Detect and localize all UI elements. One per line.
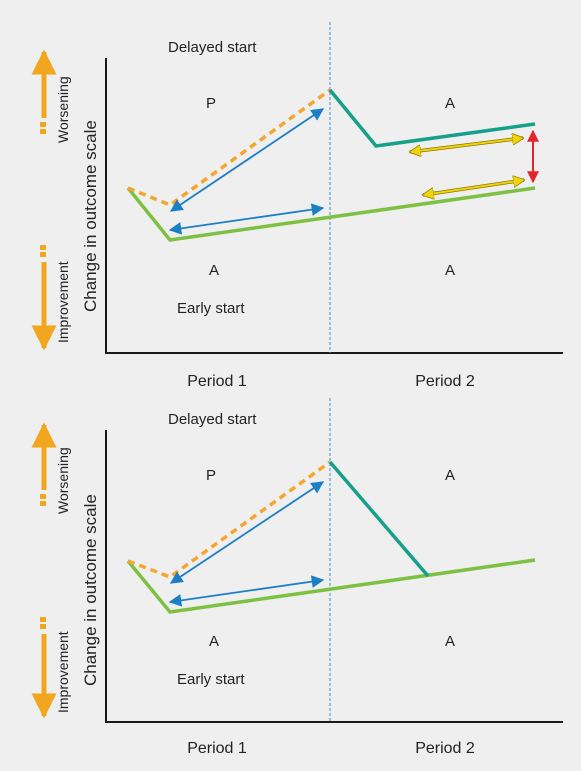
blue-diagonal-arrow xyxy=(169,108,325,212)
period2-label: Period 2 xyxy=(415,373,475,390)
period1-label: Period 1 xyxy=(187,373,247,390)
period1-upper-letter: P xyxy=(206,95,216,112)
early-start-line xyxy=(126,186,536,242)
improvement-label: Improvement xyxy=(55,261,71,343)
y-axis-label: Change in outcome scale xyxy=(81,120,100,312)
side-arrow-down-icon xyxy=(31,617,57,719)
early-start-label: Early start xyxy=(177,300,245,317)
delayed-start-label: Delayed start xyxy=(168,411,257,428)
blue-horizontal-arrow xyxy=(168,203,325,235)
period1-lower-letter: A xyxy=(209,262,219,279)
panel-1: Worsening Improvement Change in outcome … xyxy=(31,22,563,390)
period1-lower-letter: A xyxy=(209,633,219,650)
period2-lower-letter: A xyxy=(445,633,455,650)
placebo-line xyxy=(127,88,332,207)
yellow-upper-arrow xyxy=(410,138,523,152)
period1-label: Period 1 xyxy=(187,740,247,757)
early-start-line xyxy=(126,558,536,614)
period2-upper-letter: A xyxy=(445,467,455,484)
yellow-lower-arrow xyxy=(423,180,524,195)
side-arrow-down-icon xyxy=(31,245,57,351)
delayed-active-line xyxy=(328,88,536,148)
blue-horizontal-arrow xyxy=(168,575,325,607)
worsening-label: Worsening xyxy=(55,447,71,514)
period2-label: Period 2 xyxy=(415,740,475,757)
improvement-label: Improvement xyxy=(55,631,71,713)
period1-upper-letter: P xyxy=(206,467,216,484)
blue-diagonal-arrow xyxy=(169,481,325,584)
early-start-label: Early start xyxy=(177,671,245,688)
period2-upper-letter: A xyxy=(445,95,455,112)
delayed-active-line xyxy=(328,460,430,578)
worsening-label: Worsening xyxy=(55,76,71,143)
panel-2: Worsening Improvement Change in outcome … xyxy=(31,398,563,757)
placebo-line xyxy=(127,460,332,579)
period2-lower-letter: A xyxy=(445,262,455,279)
side-arrow-up-icon xyxy=(31,49,57,134)
y-axis-label: Change in outcome scale xyxy=(81,494,100,686)
delayed-start-label: Delayed start xyxy=(168,39,257,56)
side-arrow-up-icon xyxy=(31,422,57,506)
